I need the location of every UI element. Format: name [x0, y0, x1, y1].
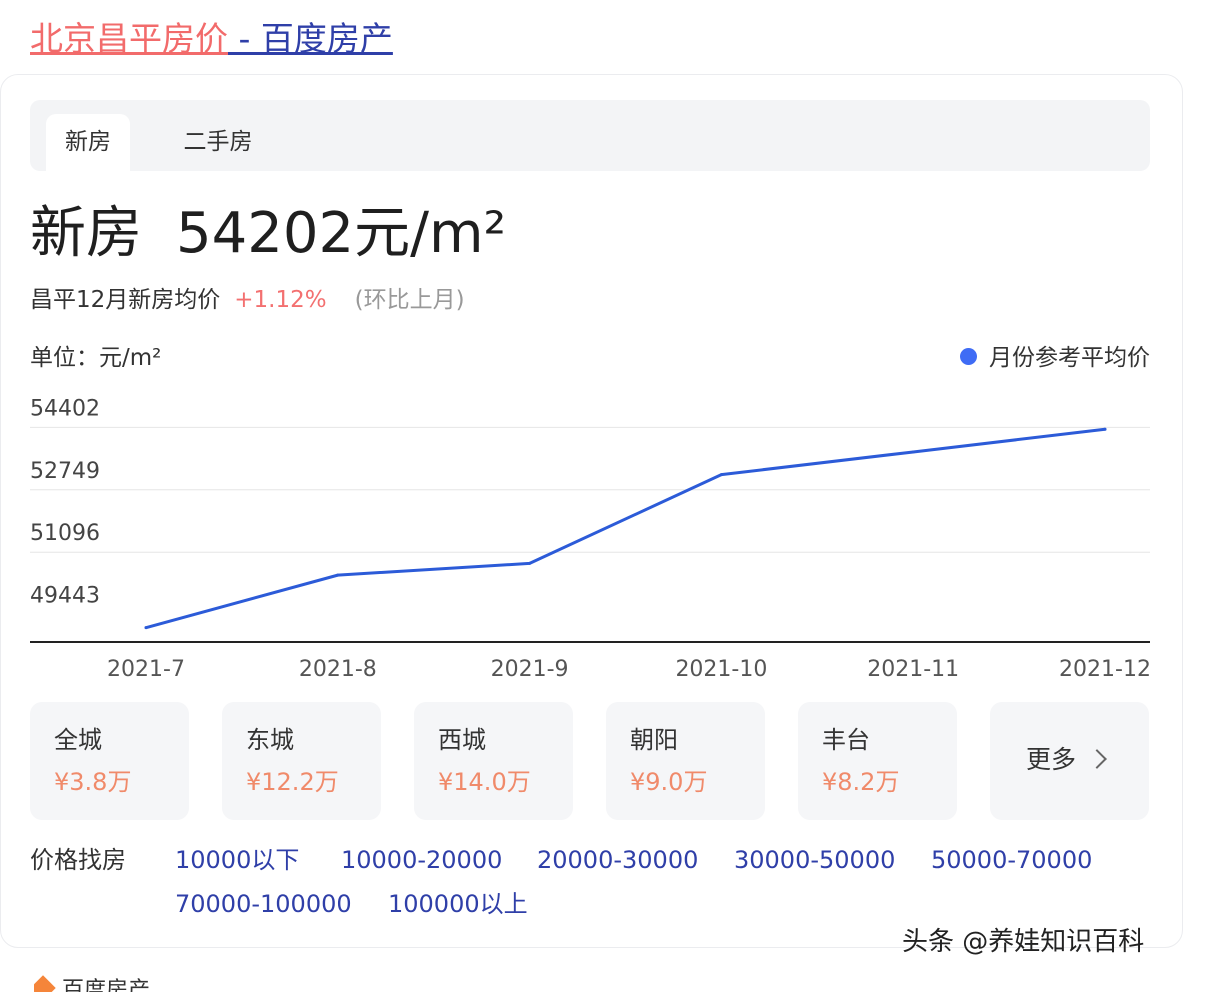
y-tick-label: 51096 [30, 521, 100, 546]
summary-change: +1.12% [234, 287, 327, 313]
district-list: 全城 ¥3.8万 东城 ¥12.2万 西城 ¥14.0万 朝阳 ¥9.0万 丰台… [30, 702, 1150, 820]
district-price: ¥8.2万 [822, 768, 900, 796]
data-point[interactable] [144, 626, 148, 630]
legend-dot-icon [960, 348, 977, 365]
district-card-chaoyang[interactable]: 朝阳 ¥9.0万 [606, 702, 765, 820]
y-tick-label: 52749 [30, 459, 100, 484]
result-title-link[interactable]: 北京昌平房价 - 百度房产 [30, 16, 393, 62]
headline-price: 新房 54202元/m² [30, 194, 506, 274]
more-label: 更多 [1026, 745, 1077, 774]
house-icon [34, 975, 56, 992]
price-filter: 价格找房 10000以下 10000-20000 20000-30000 300… [30, 840, 1160, 940]
tab-second-hand[interactable]: 二手房 [183, 129, 253, 155]
district-card-dongcheng[interactable]: 东城 ¥12.2万 [222, 702, 381, 820]
district-price: ¥14.0万 [438, 768, 531, 796]
district-name: 东城 [246, 726, 294, 754]
price-range-link[interactable]: 30000-50000 [734, 846, 896, 874]
series-line [144, 427, 1107, 630]
x-tick-label: 2021-7 [107, 657, 185, 682]
district-card-fengtai[interactable]: 丰台 ¥8.2万 [798, 702, 957, 820]
tab-bar: 新房 二手房 [30, 100, 1150, 171]
x-tick-label: 2021-10 [675, 657, 767, 682]
district-name: 丰台 [822, 726, 870, 754]
price-filter-label: 价格找房 [30, 846, 126, 874]
next-result-title: 百度房产 [62, 978, 151, 992]
y-tick-label: 49443 [30, 584, 100, 609]
price-line-chart: 49443 51096 52749 54402 2021-7 2021-8 2021-9 2… [30, 396, 1151, 682]
title-rest[interactable]: - 百度房产 [228, 19, 393, 58]
legend-label: 月份参考平均价 [989, 345, 1150, 371]
chevron-right-icon [1087, 749, 1107, 769]
data-point[interactable] [336, 573, 340, 577]
more-districts-button[interactable]: 更多 [990, 702, 1149, 820]
district-name: 朝阳 [630, 726, 678, 754]
price-range-link[interactable]: 70000-100000 [175, 890, 352, 918]
y-tick-label: 54402 [30, 396, 100, 421]
tab-new-house[interactable]: 新房 [46, 114, 130, 171]
price-range-link[interactable]: 20000-30000 [537, 846, 699, 874]
x-tick-label: 2021-8 [299, 657, 377, 682]
district-name: 西城 [438, 726, 486, 754]
price-card [0, 74, 1183, 948]
price-range-link[interactable]: 10000以下 [175, 846, 300, 874]
next-result-peek[interactable]: 百度房产 [34, 972, 150, 992]
x-tick-label: 2021-9 [491, 657, 569, 682]
district-card-all[interactable]: 全城 ¥3.8万 [30, 702, 189, 820]
district-price: ¥9.0万 [630, 768, 708, 796]
price-summary: 昌平12月新房均价 +1.12% (环比上月) [30, 282, 465, 318]
price-range-link[interactable]: 100000以上 [388, 890, 528, 918]
summary-note: (环比上月) [354, 287, 465, 313]
data-point[interactable] [911, 450, 915, 454]
district-name: 全城 [54, 726, 102, 754]
data-point[interactable] [1103, 427, 1107, 431]
price-range-link[interactable]: 50000-70000 [931, 846, 1093, 874]
headline-price-label: 新房 [30, 201, 142, 266]
chart-unit-label: 单位：元/m² [30, 345, 162, 371]
data-point[interactable] [528, 561, 532, 565]
title-highlight[interactable]: 北京昌平房价 [30, 19, 228, 58]
watermark: 头条 @养娃知识百科 [902, 927, 1145, 957]
price-range-link[interactable]: 10000-20000 [341, 846, 503, 874]
data-point[interactable] [719, 473, 723, 477]
x-tick-label: 2021-12 [1059, 657, 1151, 682]
x-tick-label: 2021-11 [867, 657, 959, 682]
headline-price-value: 54202元/m² [176, 201, 507, 266]
summary-text: 昌平12月新房均价 [30, 287, 221, 313]
district-price: ¥3.8万 [54, 768, 132, 796]
district-card-xicheng[interactable]: 西城 ¥14.0万 [414, 702, 573, 820]
district-price: ¥12.2万 [246, 768, 339, 796]
chart-legend: 月份参考平均价 [960, 340, 1150, 376]
